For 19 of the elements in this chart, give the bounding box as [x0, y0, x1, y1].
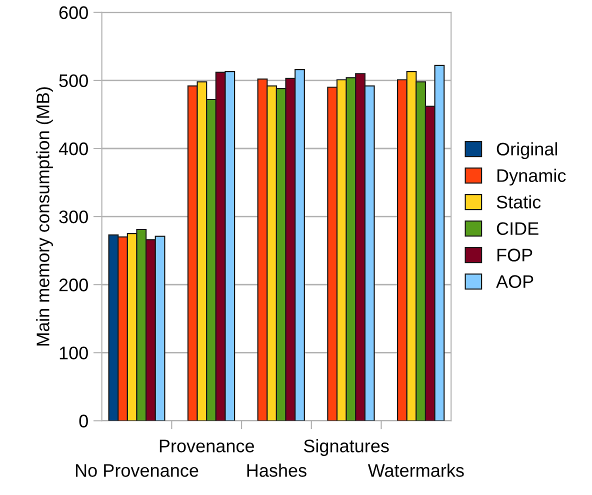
y-tick-label: 600	[59, 6, 88, 20]
legend-label: FOP	[497, 248, 532, 262]
x-tick-label: No Provenance	[76, 464, 198, 477]
legend-label: CIDE	[496, 222, 538, 235]
y-tick-label: 300	[59, 210, 88, 224]
legend-label: Original	[496, 142, 558, 160]
legend-label: Dynamic	[497, 168, 566, 186]
legend-label: Static	[496, 195, 541, 208]
y-tick-label: 500	[59, 74, 88, 88]
y-tick-label: 100	[60, 346, 88, 360]
x-tick-label: Signatures	[304, 439, 389, 456]
x-tick-label: Hashes	[247, 464, 306, 477]
y-axis-title: Main memory consumption (MB)	[36, 87, 53, 346]
x-tick-label: Watermarks	[368, 464, 464, 477]
y-tick-label: 0	[79, 414, 88, 428]
y-tick-label: 400	[58, 142, 88, 156]
legend-label: AOP	[496, 275, 534, 288]
y-tick-label: 200	[59, 278, 88, 292]
x-tick-label: Provenance	[160, 440, 254, 452]
